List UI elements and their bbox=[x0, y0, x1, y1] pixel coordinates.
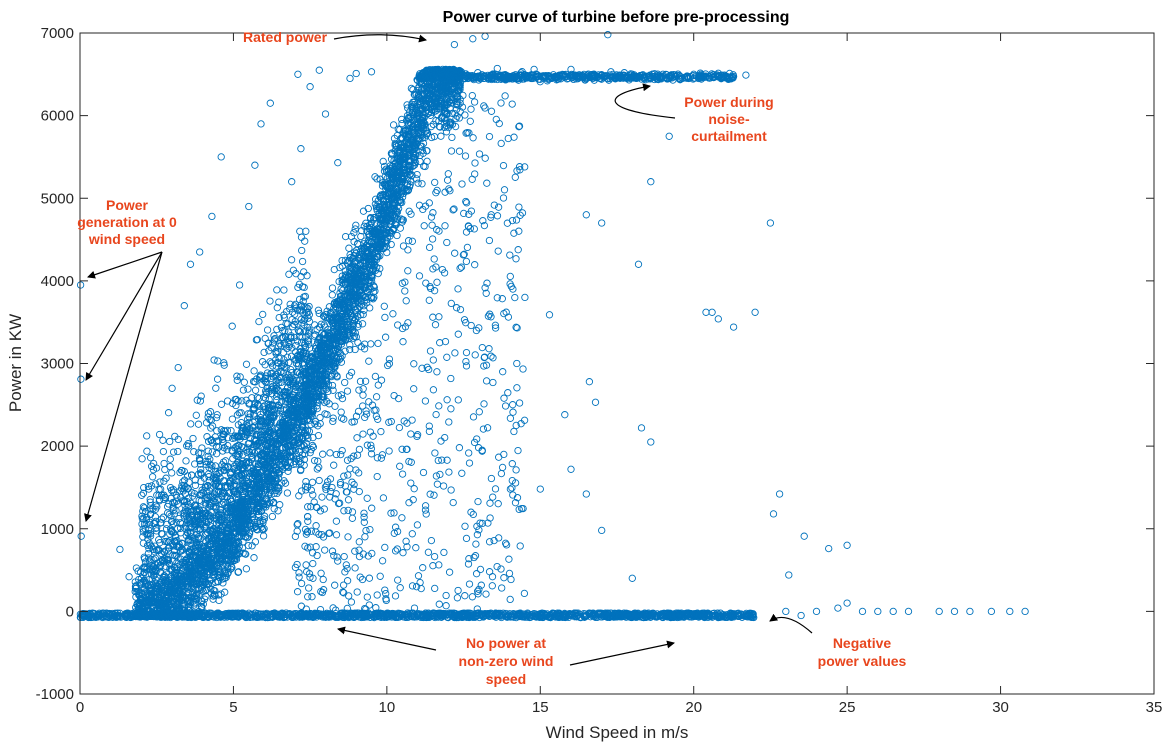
data-point bbox=[317, 320, 325, 328]
data-point bbox=[389, 121, 398, 129]
data-point bbox=[234, 568, 242, 576]
data-point bbox=[353, 304, 362, 313]
data-point bbox=[423, 157, 431, 165]
data-point bbox=[380, 180, 389, 188]
data-point bbox=[341, 232, 350, 241]
plot-background bbox=[80, 33, 1154, 694]
data-points bbox=[76, 31, 1029, 622]
data-point bbox=[211, 578, 220, 586]
data-point bbox=[245, 532, 253, 540]
data-point bbox=[346, 345, 354, 354]
data-point bbox=[442, 128, 451, 136]
data-point bbox=[379, 157, 387, 166]
data-point bbox=[328, 284, 337, 292]
data-point bbox=[283, 489, 292, 497]
data-point bbox=[314, 306, 323, 314]
data-point bbox=[351, 225, 359, 233]
